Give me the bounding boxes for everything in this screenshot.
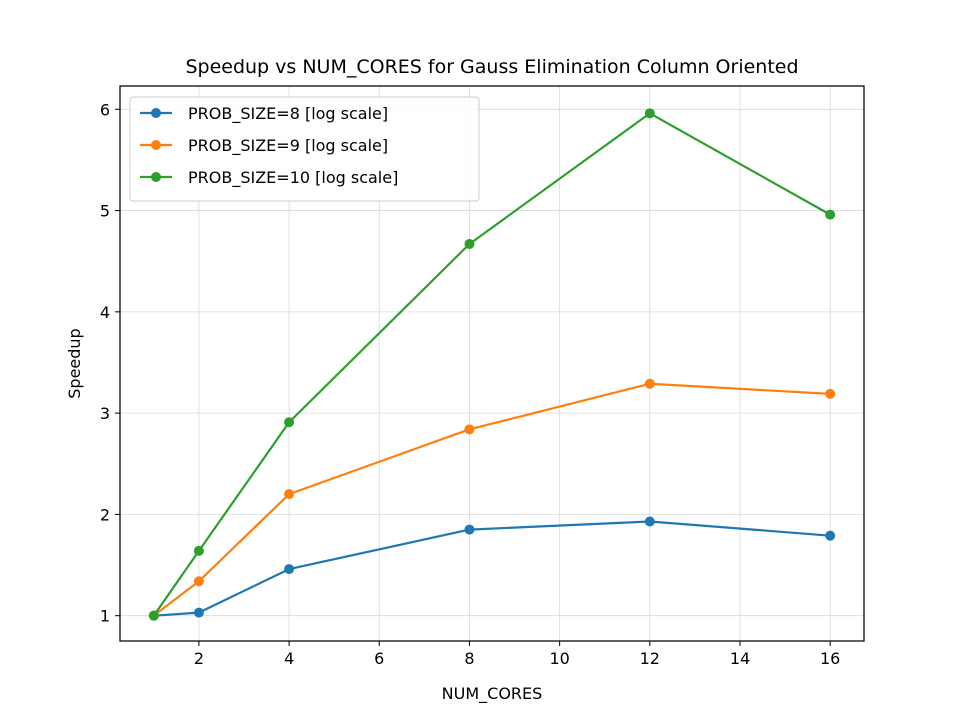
data-point xyxy=(644,378,655,389)
legend-entry: PROB_SIZE=8 [log scale] xyxy=(140,104,388,124)
y-tick-label: 2 xyxy=(100,505,110,524)
x-tick-label: 8 xyxy=(464,649,474,668)
data-point xyxy=(644,108,655,119)
data-point xyxy=(284,489,295,500)
data-point xyxy=(464,524,475,535)
y-tick-label: 6 xyxy=(100,100,110,119)
chart-title: Speedup vs NUM_CORES for Gauss Eliminati… xyxy=(185,56,798,78)
series-line xyxy=(153,382,831,617)
series-1 xyxy=(148,516,836,621)
y-tick-label: 1 xyxy=(100,607,110,626)
data-point xyxy=(464,238,475,249)
data-point xyxy=(193,607,204,618)
data-point xyxy=(284,417,295,428)
data-point xyxy=(644,516,655,527)
x-tick-label: 16 xyxy=(820,649,840,668)
series-3 xyxy=(148,108,836,621)
legend-label: PROB_SIZE=10 [log scale] xyxy=(188,168,398,188)
x-axis-label: NUM_CORES xyxy=(442,684,543,704)
y-tick-label: 4 xyxy=(100,303,110,322)
legend-marker xyxy=(151,108,161,118)
legend-marker xyxy=(151,172,161,182)
legend-label: PROB_SIZE=8 [log scale] xyxy=(188,104,388,124)
legend: PROB_SIZE=8 [log scale] PROB_SIZE=9 [log … xyxy=(129,96,480,202)
series-2 xyxy=(148,378,836,621)
series-layer xyxy=(148,108,836,621)
x-tick-label: 2 xyxy=(194,649,204,668)
data-point xyxy=(464,424,475,435)
data-point xyxy=(284,564,295,575)
x-tick-label: 10 xyxy=(549,649,569,668)
legend-entry: PROB_SIZE=10 [log scale] xyxy=(140,168,398,188)
y-tick-label: 3 xyxy=(100,404,110,423)
legend-entry: PROB_SIZE=9 [log scale] xyxy=(140,136,388,156)
x-tick-label: 4 xyxy=(284,649,294,668)
y-axis-label: Speedup xyxy=(65,328,84,398)
x-tick-label: 6 xyxy=(374,649,384,668)
data-point xyxy=(825,530,836,541)
y-tick-label: 5 xyxy=(100,202,110,221)
data-point xyxy=(148,610,159,621)
plot-frame xyxy=(119,85,865,642)
x-tick-label: 12 xyxy=(640,649,660,668)
data-point xyxy=(825,209,836,220)
legend-label: PROB_SIZE=9 [log scale] xyxy=(188,136,388,156)
series-line xyxy=(153,520,831,617)
data-point xyxy=(193,576,204,587)
legend-marker xyxy=(151,140,161,150)
data-point xyxy=(193,545,204,556)
series-line xyxy=(152,112,831,617)
data-point xyxy=(825,388,836,399)
x-tick-label: 14 xyxy=(730,649,750,668)
legend-box xyxy=(129,96,480,202)
grid-layer xyxy=(120,86,864,641)
